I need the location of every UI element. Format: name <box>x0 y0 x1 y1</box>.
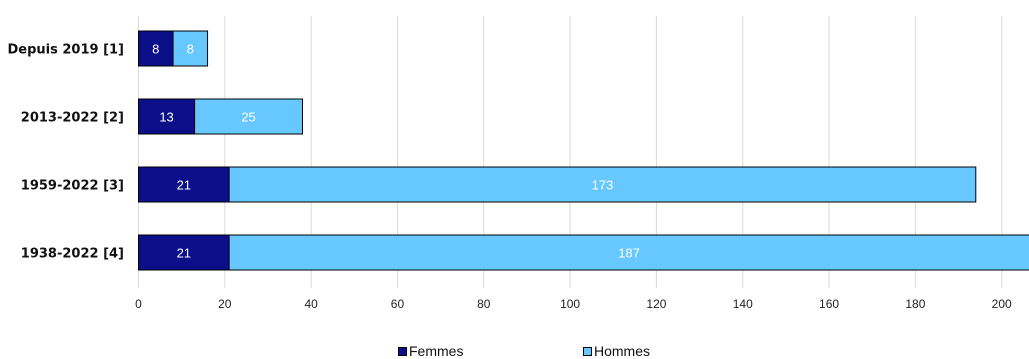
legend-swatch-femmes <box>398 347 407 356</box>
x-tick-label: 160 <box>819 297 839 311</box>
data-label: 187 <box>618 246 640 261</box>
bars <box>139 31 1029 270</box>
category-label: 2013-2022 [2] <box>21 111 124 126</box>
category-label: 1938-2022 [4] <box>21 247 124 262</box>
category-label: Depuis 2019 [1] <box>7 43 124 58</box>
x-tick-label: 200 <box>992 297 1012 311</box>
x-tick-label: 180 <box>905 297 925 311</box>
x-tick-label: 120 <box>646 297 666 311</box>
x-tick-label: 100 <box>560 297 580 311</box>
legend-label-femmes: Femmes <box>409 343 463 359</box>
data-label: 21 <box>177 246 191 261</box>
legend-item-hommes: Hommes <box>583 343 650 359</box>
x-tick-label: 140 <box>733 297 753 311</box>
data-label: 173 <box>592 178 614 193</box>
category-labels: Depuis 2019 [1] 2013-2022 [2] 1959-2022 [3… <box>7 43 124 262</box>
data-label: 13 <box>159 110 173 125</box>
x-tick-label: 80 <box>477 297 491 311</box>
x-tick-label: 40 <box>304 297 318 311</box>
data-label: 8 <box>187 42 194 57</box>
legend-swatch-hommes <box>583 347 592 356</box>
x-tick-label: 0 <box>135 297 142 311</box>
x-tick-label: 60 <box>391 297 405 311</box>
data-label: 8 <box>152 42 159 57</box>
x-tick-label: 20 <box>218 297 232 311</box>
category-label: 1959-2022 [3] <box>21 179 124 194</box>
legend-item-femmes: Femmes <box>398 343 463 359</box>
x-tick-labels: 0 20 40 60 80 100 120 140 160 180 200 <box>135 297 1012 311</box>
data-label: 25 <box>241 110 255 125</box>
data-label: 21 <box>177 178 191 193</box>
legend: Femmes Hommes <box>0 343 1029 358</box>
legend-label-hommes: Hommes <box>594 343 650 359</box>
